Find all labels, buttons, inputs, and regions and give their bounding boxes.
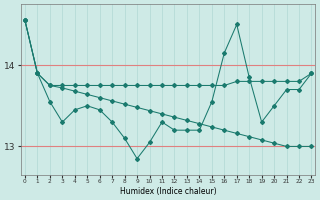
X-axis label: Humidex (Indice chaleur): Humidex (Indice chaleur) [120, 187, 217, 196]
